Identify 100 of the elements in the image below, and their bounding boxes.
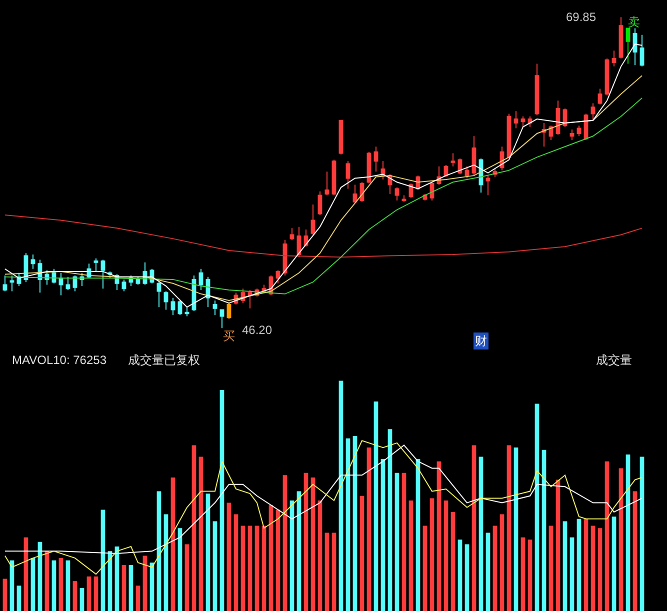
candlestick <box>248 289 252 309</box>
bar <box>520 537 526 611</box>
bar <box>44 551 50 611</box>
bar <box>528 540 532 611</box>
candlestick <box>576 125 582 137</box>
bar <box>514 448 518 611</box>
bar <box>374 401 378 611</box>
candlestick <box>604 58 610 96</box>
bar <box>570 537 574 611</box>
bar <box>472 445 476 611</box>
candlestick <box>346 160 350 190</box>
bar <box>2 578 8 611</box>
bar <box>394 472 400 611</box>
bar <box>590 526 596 611</box>
bar <box>618 468 624 611</box>
bar <box>598 528 602 611</box>
text: 成交量已复权 <box>128 353 200 367</box>
candlestick <box>520 116 526 128</box>
bar <box>94 576 98 611</box>
bar <box>304 472 308 611</box>
bar <box>492 526 498 611</box>
bar <box>332 532 336 611</box>
bar <box>310 477 316 611</box>
bar <box>626 454 630 611</box>
text: 买 <box>223 329 235 343</box>
candlestick <box>618 16 624 60</box>
bar <box>402 472 406 611</box>
bar <box>458 540 462 611</box>
candlestick <box>290 228 294 240</box>
bar <box>16 586 22 611</box>
bar <box>388 429 392 611</box>
candlestick <box>10 275 14 292</box>
bar <box>422 526 428 611</box>
annotation: 46.20 <box>242 323 272 337</box>
candlestick <box>198 268 204 290</box>
bar <box>408 500 414 611</box>
candlestick <box>472 136 476 176</box>
bar <box>254 526 260 611</box>
bar <box>548 526 554 611</box>
candlestick <box>632 28 638 66</box>
bar <box>360 496 364 611</box>
candlestick <box>30 254 36 270</box>
bar <box>184 544 190 611</box>
bar <box>86 576 92 611</box>
bar <box>206 494 210 611</box>
candlestick <box>58 272 64 296</box>
candlestick <box>164 290 168 310</box>
candlestick <box>220 309 224 329</box>
candlestick <box>310 204 316 236</box>
bar <box>640 456 644 611</box>
candlestick <box>94 258 98 272</box>
bar <box>30 558 36 611</box>
text: MAVOL10: 76253 <box>12 353 107 367</box>
candlestick <box>590 102 596 121</box>
candlestick <box>374 146 378 172</box>
candlestick <box>156 282 162 308</box>
bar <box>276 510 280 611</box>
bar <box>142 556 148 611</box>
candlestick <box>66 276 70 290</box>
candlestick <box>100 259 106 290</box>
candlestick <box>324 171 330 196</box>
bar <box>234 514 238 611</box>
bar <box>346 438 350 611</box>
candlestick <box>2 275 8 292</box>
candlestick <box>170 297 176 316</box>
candlestick <box>352 184 358 204</box>
bar <box>352 436 358 611</box>
bar <box>534 404 540 611</box>
bar <box>318 500 322 611</box>
bar <box>632 491 638 611</box>
candlestick <box>640 34 644 67</box>
candlestick <box>332 159 336 196</box>
bar <box>450 512 456 611</box>
candlestick <box>184 306 190 317</box>
bar <box>164 514 168 611</box>
bar <box>296 491 302 611</box>
bar <box>542 450 546 611</box>
bar <box>128 564 134 611</box>
bar <box>240 526 246 611</box>
bar <box>136 586 140 611</box>
bar <box>612 516 616 611</box>
bar <box>150 562 154 611</box>
candlestick <box>612 50 616 67</box>
bar <box>52 560 56 611</box>
bar <box>366 448 372 611</box>
bar <box>464 544 470 611</box>
bar <box>556 480 560 611</box>
candlestick <box>626 28 630 64</box>
candlestick <box>514 110 518 129</box>
bar <box>262 526 266 611</box>
bar <box>192 445 196 611</box>
bar <box>100 510 106 611</box>
bar <box>170 477 176 611</box>
candlestick <box>486 175 490 196</box>
text: 成交量 <box>596 353 632 367</box>
bar <box>500 514 504 611</box>
bar <box>80 588 84 611</box>
bar <box>122 564 126 611</box>
text: 财 <box>475 334 487 348</box>
bar <box>506 445 512 611</box>
